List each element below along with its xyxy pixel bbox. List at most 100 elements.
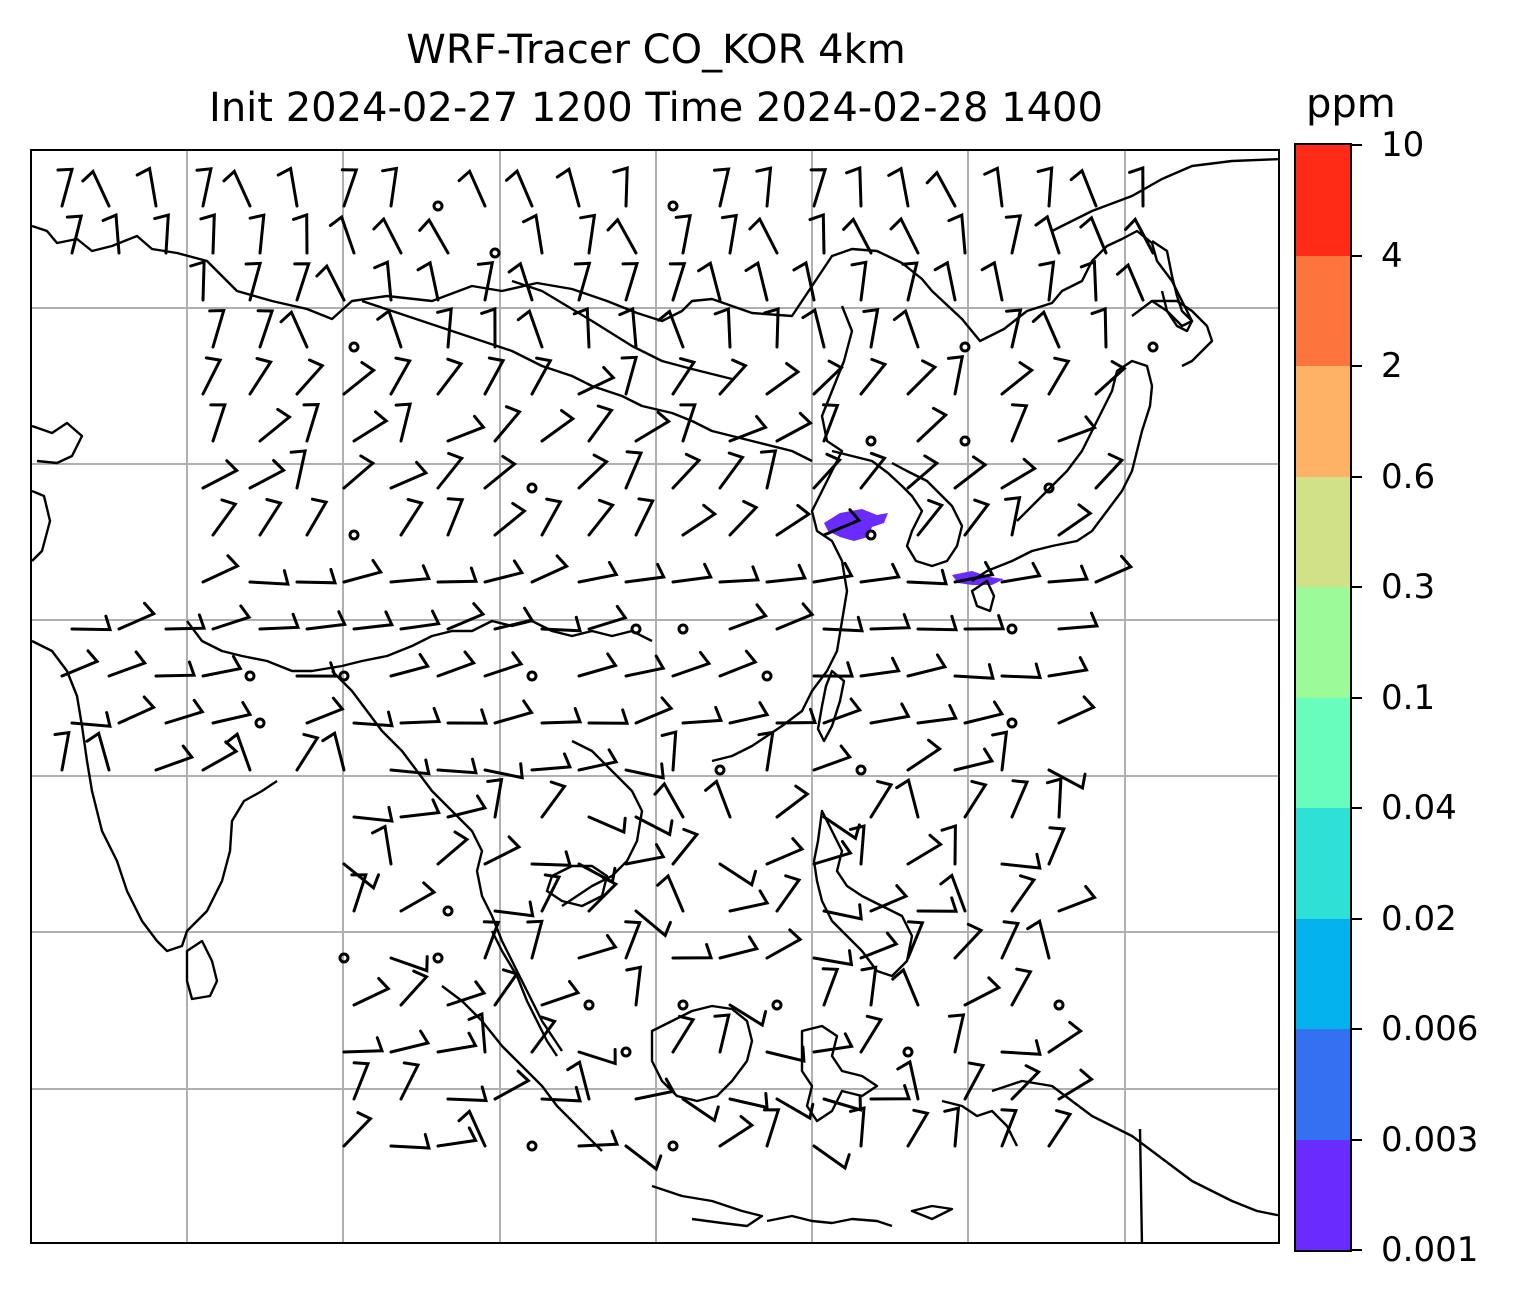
wind-barb (869, 702, 911, 725)
wind-barb (896, 1059, 920, 1101)
wind-barb (671, 357, 697, 396)
wind-barb (436, 1031, 478, 1054)
calm-circle (771, 999, 783, 1011)
wind-barb (540, 497, 563, 537)
wind-barb (248, 569, 290, 586)
wind-barb (1079, 259, 1098, 302)
coastline-sri-lanka (185, 939, 219, 1001)
wind-barb (1010, 1064, 1042, 1101)
wind-barb (1069, 168, 1098, 208)
wind-barb (681, 1097, 720, 1123)
calm-circle (432, 200, 444, 212)
wind-barb (381, 166, 399, 208)
wind-barb (540, 780, 567, 819)
wind-barb (587, 708, 630, 725)
wind-barb (342, 558, 384, 584)
calm-circle (620, 1046, 632, 1058)
wind-barb (566, 1059, 591, 1101)
calm-circle (489, 247, 501, 259)
calm-wind-circles (244, 200, 1159, 1152)
wind-barb (101, 212, 121, 255)
wind-barb (446, 708, 489, 725)
wind-barb (634, 815, 674, 837)
wind-barb (953, 922, 984, 960)
colorbar-tick (1352, 475, 1362, 478)
wind-barb (389, 356, 412, 396)
wind-barb (801, 307, 826, 349)
wind-barb (540, 873, 562, 913)
wind-barb (869, 613, 912, 631)
calm-circle (338, 952, 350, 964)
coastline-java (651, 1184, 764, 1228)
wind-barb (389, 955, 429, 973)
wind-barb (763, 306, 780, 349)
wind-barb (446, 602, 486, 631)
wind-barb (577, 366, 616, 396)
wind-barb (389, 1029, 431, 1054)
wind-barb (256, 309, 275, 349)
wind-barb (728, 701, 770, 725)
colorbar-tick-label: 2 (1381, 346, 1403, 386)
wind-barb (1005, 308, 1023, 349)
wind-barb (822, 1094, 862, 1112)
wind-barb (573, 261, 592, 302)
wind-barb (248, 459, 287, 490)
wind-barb (493, 606, 535, 631)
wind-barb (540, 409, 576, 443)
coastline-korea (831, 449, 964, 568)
colorbar-segment (1296, 586, 1350, 698)
wind-barb (812, 661, 855, 678)
calm-circle (865, 529, 877, 541)
wind-barb (394, 402, 413, 443)
wind-barb (759, 449, 778, 490)
wind-barb (775, 874, 802, 913)
wind-barb (859, 451, 887, 490)
wind-barb (822, 508, 862, 537)
wind-barb (757, 730, 775, 772)
wind-barb (728, 415, 768, 443)
wind-barb (572, 306, 591, 349)
wind-barb (850, 260, 868, 302)
wind-barb (671, 562, 713, 584)
wind-barb (436, 757, 478, 775)
plume-korea-west (824, 509, 888, 541)
calm-circle (902, 1046, 914, 1058)
wind-barb (292, 212, 309, 255)
wind-barb (342, 1111, 373, 1148)
wind-barb (493, 405, 522, 443)
wind-barb (399, 1061, 421, 1101)
colorbar-tick-label: 0.02 (1381, 898, 1457, 939)
wind-barbs (53, 165, 1155, 1172)
calm-circle (1053, 999, 1065, 1011)
wind-barb (446, 414, 486, 443)
colorbar-tick-label: 0.001 (1381, 1230, 1479, 1270)
wind-barb (822, 903, 863, 921)
wind-barb (117, 695, 157, 725)
wind-barb (258, 498, 283, 537)
colorbar-tick-label: 4 (1381, 235, 1403, 276)
wind-barb (775, 411, 813, 443)
wind-barb (295, 732, 320, 772)
wind-barb (939, 872, 967, 913)
wind-barb (1000, 1039, 1042, 1056)
wind-barb (305, 497, 329, 537)
wind-barb (762, 1108, 781, 1148)
wind-barb (446, 1085, 489, 1103)
wind-barb (859, 357, 888, 396)
wind-barb (493, 699, 534, 725)
wind-barb (713, 167, 731, 208)
wind-barb (164, 698, 205, 725)
wind-barb (718, 1115, 755, 1148)
wind-barb (436, 451, 465, 490)
wind-barb (399, 881, 437, 913)
wind-barb (892, 308, 920, 349)
colorbar-segment (1296, 144, 1350, 256)
colorbar-segment (1296, 697, 1350, 808)
wind-barb (679, 403, 697, 443)
coastline-png-border (1138, 1128, 1144, 1242)
wind-barb (991, 730, 1009, 772)
wind-barb (436, 357, 464, 396)
wind-barb (1010, 779, 1030, 819)
wind-barb (718, 935, 760, 960)
coastline-arabian-edge (32, 489, 52, 562)
